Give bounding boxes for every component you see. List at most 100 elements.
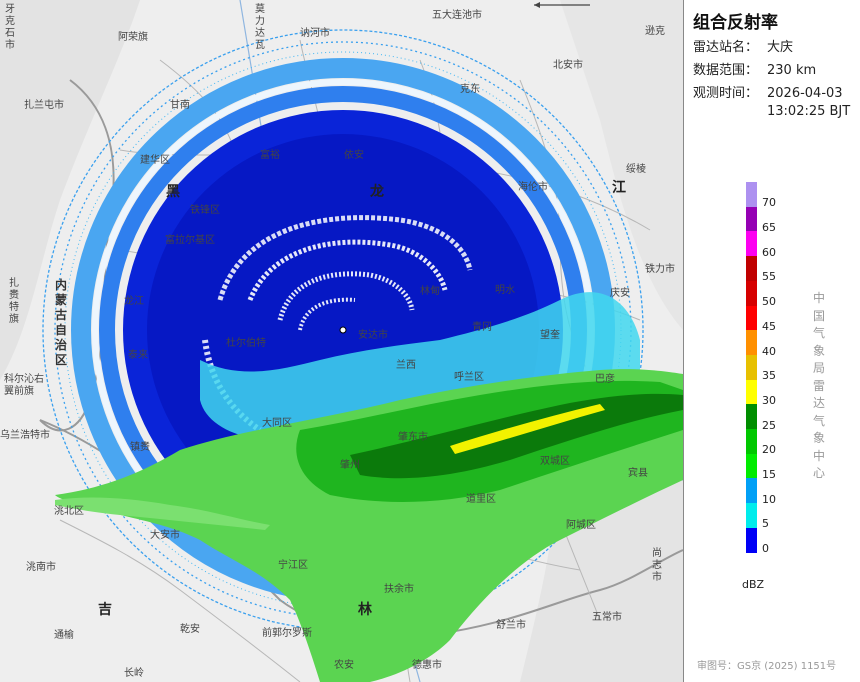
org-name-char: 国 (812, 308, 825, 323)
place-label: 扶余市 (384, 584, 414, 595)
legend-tick-label: 15 (762, 468, 776, 481)
place-label: 五大连池市 (432, 10, 482, 21)
echo-green-west-streak (55, 497, 270, 530)
radar-station-marker[interactable] (339, 326, 347, 334)
legend-tick-label: 45 (762, 319, 776, 333)
place-label: 科尔沁右翼前旗 (4, 374, 44, 397)
legend-tick-label: 5 (762, 517, 769, 531)
legend-swatch (746, 256, 757, 282)
place-label: 铁力市 (645, 264, 675, 275)
region-label: 吉 (98, 602, 113, 618)
place-label: 大安市 (150, 530, 180, 541)
basemap-svg (0, 0, 683, 682)
panel-divider (683, 0, 684, 682)
place-label: 洮北区 (54, 506, 84, 517)
time-date: 2026-04-03 (767, 86, 843, 101)
place-label: 克东 (460, 84, 480, 95)
org-name-char: 气 (812, 413, 825, 428)
org-name-char: 心 (812, 466, 825, 480)
legend-tick-label: 70 (762, 196, 776, 210)
station-label: 雷达站名： (693, 40, 759, 55)
place-label-vertical: 扎赉特旗 (9, 278, 19, 325)
legend-tick-label: 30 (762, 393, 776, 407)
org-name-char: 雷 (812, 378, 825, 393)
review-number: 审图号：GS京 (2025) 1151号 (697, 661, 837, 672)
place-label: 尚志市 (652, 548, 662, 583)
legend-tick-label: 55 (762, 270, 776, 284)
place-label-vertical: 牙克石市 (5, 4, 15, 51)
place-label: 呼兰区 (454, 372, 484, 383)
legend-swatch (746, 379, 757, 405)
org-name-char: 中 (812, 448, 825, 463)
place-label: 逊克 (645, 26, 665, 37)
place-label: 长岭 (124, 668, 144, 679)
place-label: 洮南市 (26, 562, 56, 573)
place-label: 富拉尔基区 (165, 235, 215, 246)
place-label: 富裕 (260, 150, 280, 161)
region-label: 龙 (370, 184, 385, 200)
place-label: 建华区 (140, 155, 170, 166)
place-label: 林甸 (420, 286, 440, 297)
legend-swatch (746, 527, 757, 553)
org-name-char: 象 (812, 431, 825, 445)
place-label: 北安市 (553, 60, 583, 71)
place-label: 庆安 (610, 288, 630, 299)
place-label: 兰西 (396, 360, 416, 371)
legend-swatch (746, 478, 757, 504)
org-name-char: 中 (812, 291, 825, 305)
place-label: 泰来 (128, 350, 148, 361)
legend-swatch (746, 354, 757, 381)
org-name-char: 局 (812, 361, 825, 375)
place-label: 杜尔伯特 (226, 338, 266, 349)
legend-tick-label: 60 (762, 245, 776, 259)
legend-tick-label: 25 (762, 418, 776, 432)
place-label: 道里区 (466, 494, 496, 505)
place-label: 龙江 (124, 296, 144, 307)
legend-swatch (746, 404, 757, 430)
legend-swatch (746, 330, 757, 356)
legend-swatch (746, 503, 757, 529)
region-label: 林 (358, 602, 373, 618)
legend-swatch (746, 206, 757, 232)
place-label: 扎兰屯市 (24, 100, 64, 111)
terrain-west (0, 0, 140, 380)
place-label: 德惠市 (412, 660, 442, 671)
place-label: 乾安 (180, 624, 200, 635)
org-name-char: 达 (812, 396, 825, 410)
range-value: 230 km (767, 63, 817, 78)
place-label: 农安 (334, 660, 354, 671)
time-row: 观测时间： 2026-04-03 (693, 86, 843, 102)
range-label: 数据范围： (693, 63, 759, 78)
place-label: 安达市 (358, 330, 388, 341)
legend-swatch (746, 280, 757, 306)
legend-tick-label: 65 (762, 221, 776, 234)
place-label: 前郭尔罗斯 (262, 628, 312, 639)
range-row: 数据范围： 230 km (693, 63, 816, 79)
org-name-char: 象 (812, 343, 825, 358)
place-label: 舒兰市 (496, 620, 526, 631)
place-label: 铁锋区 (190, 205, 220, 216)
time-label: 观测时间： (693, 86, 759, 101)
legend-tick-label: 35 (762, 369, 776, 383)
place-label: 望奎 (540, 330, 560, 341)
terrain-northeast (560, 0, 683, 330)
place-label: 明水 (495, 285, 515, 296)
place-label: 阿城区 (566, 520, 596, 531)
place-label: 青冈 (472, 322, 492, 333)
place-label: 肇州 (340, 460, 360, 471)
station-value: 大庆 (767, 40, 794, 55)
place-label: 乌兰浩特市 (0, 430, 50, 441)
region-label-vertical: 内蒙古自治区 (54, 278, 67, 367)
product-title: 组合反射率 (693, 13, 778, 33)
region-label: 黑 (166, 184, 181, 200)
place-label: 绥棱 (626, 164, 646, 175)
radar-map[interactable]: 五大连池市 逊克 阿荣旗 讷河市 北安市 扎兰屯市 甘南 克东 依安 绥棱 海伦… (0, 0, 683, 682)
legend-swatch (746, 231, 757, 257)
place-label-vertical: 莫力达瓦 (255, 4, 265, 51)
place-label: 宁江区 (278, 560, 308, 571)
legend-tick-label: 10 (762, 492, 776, 506)
legend-swatch (746, 453, 757, 479)
place-label: 双城区 (540, 456, 570, 467)
time-clock: 13:02:25 BJT (767, 104, 851, 119)
